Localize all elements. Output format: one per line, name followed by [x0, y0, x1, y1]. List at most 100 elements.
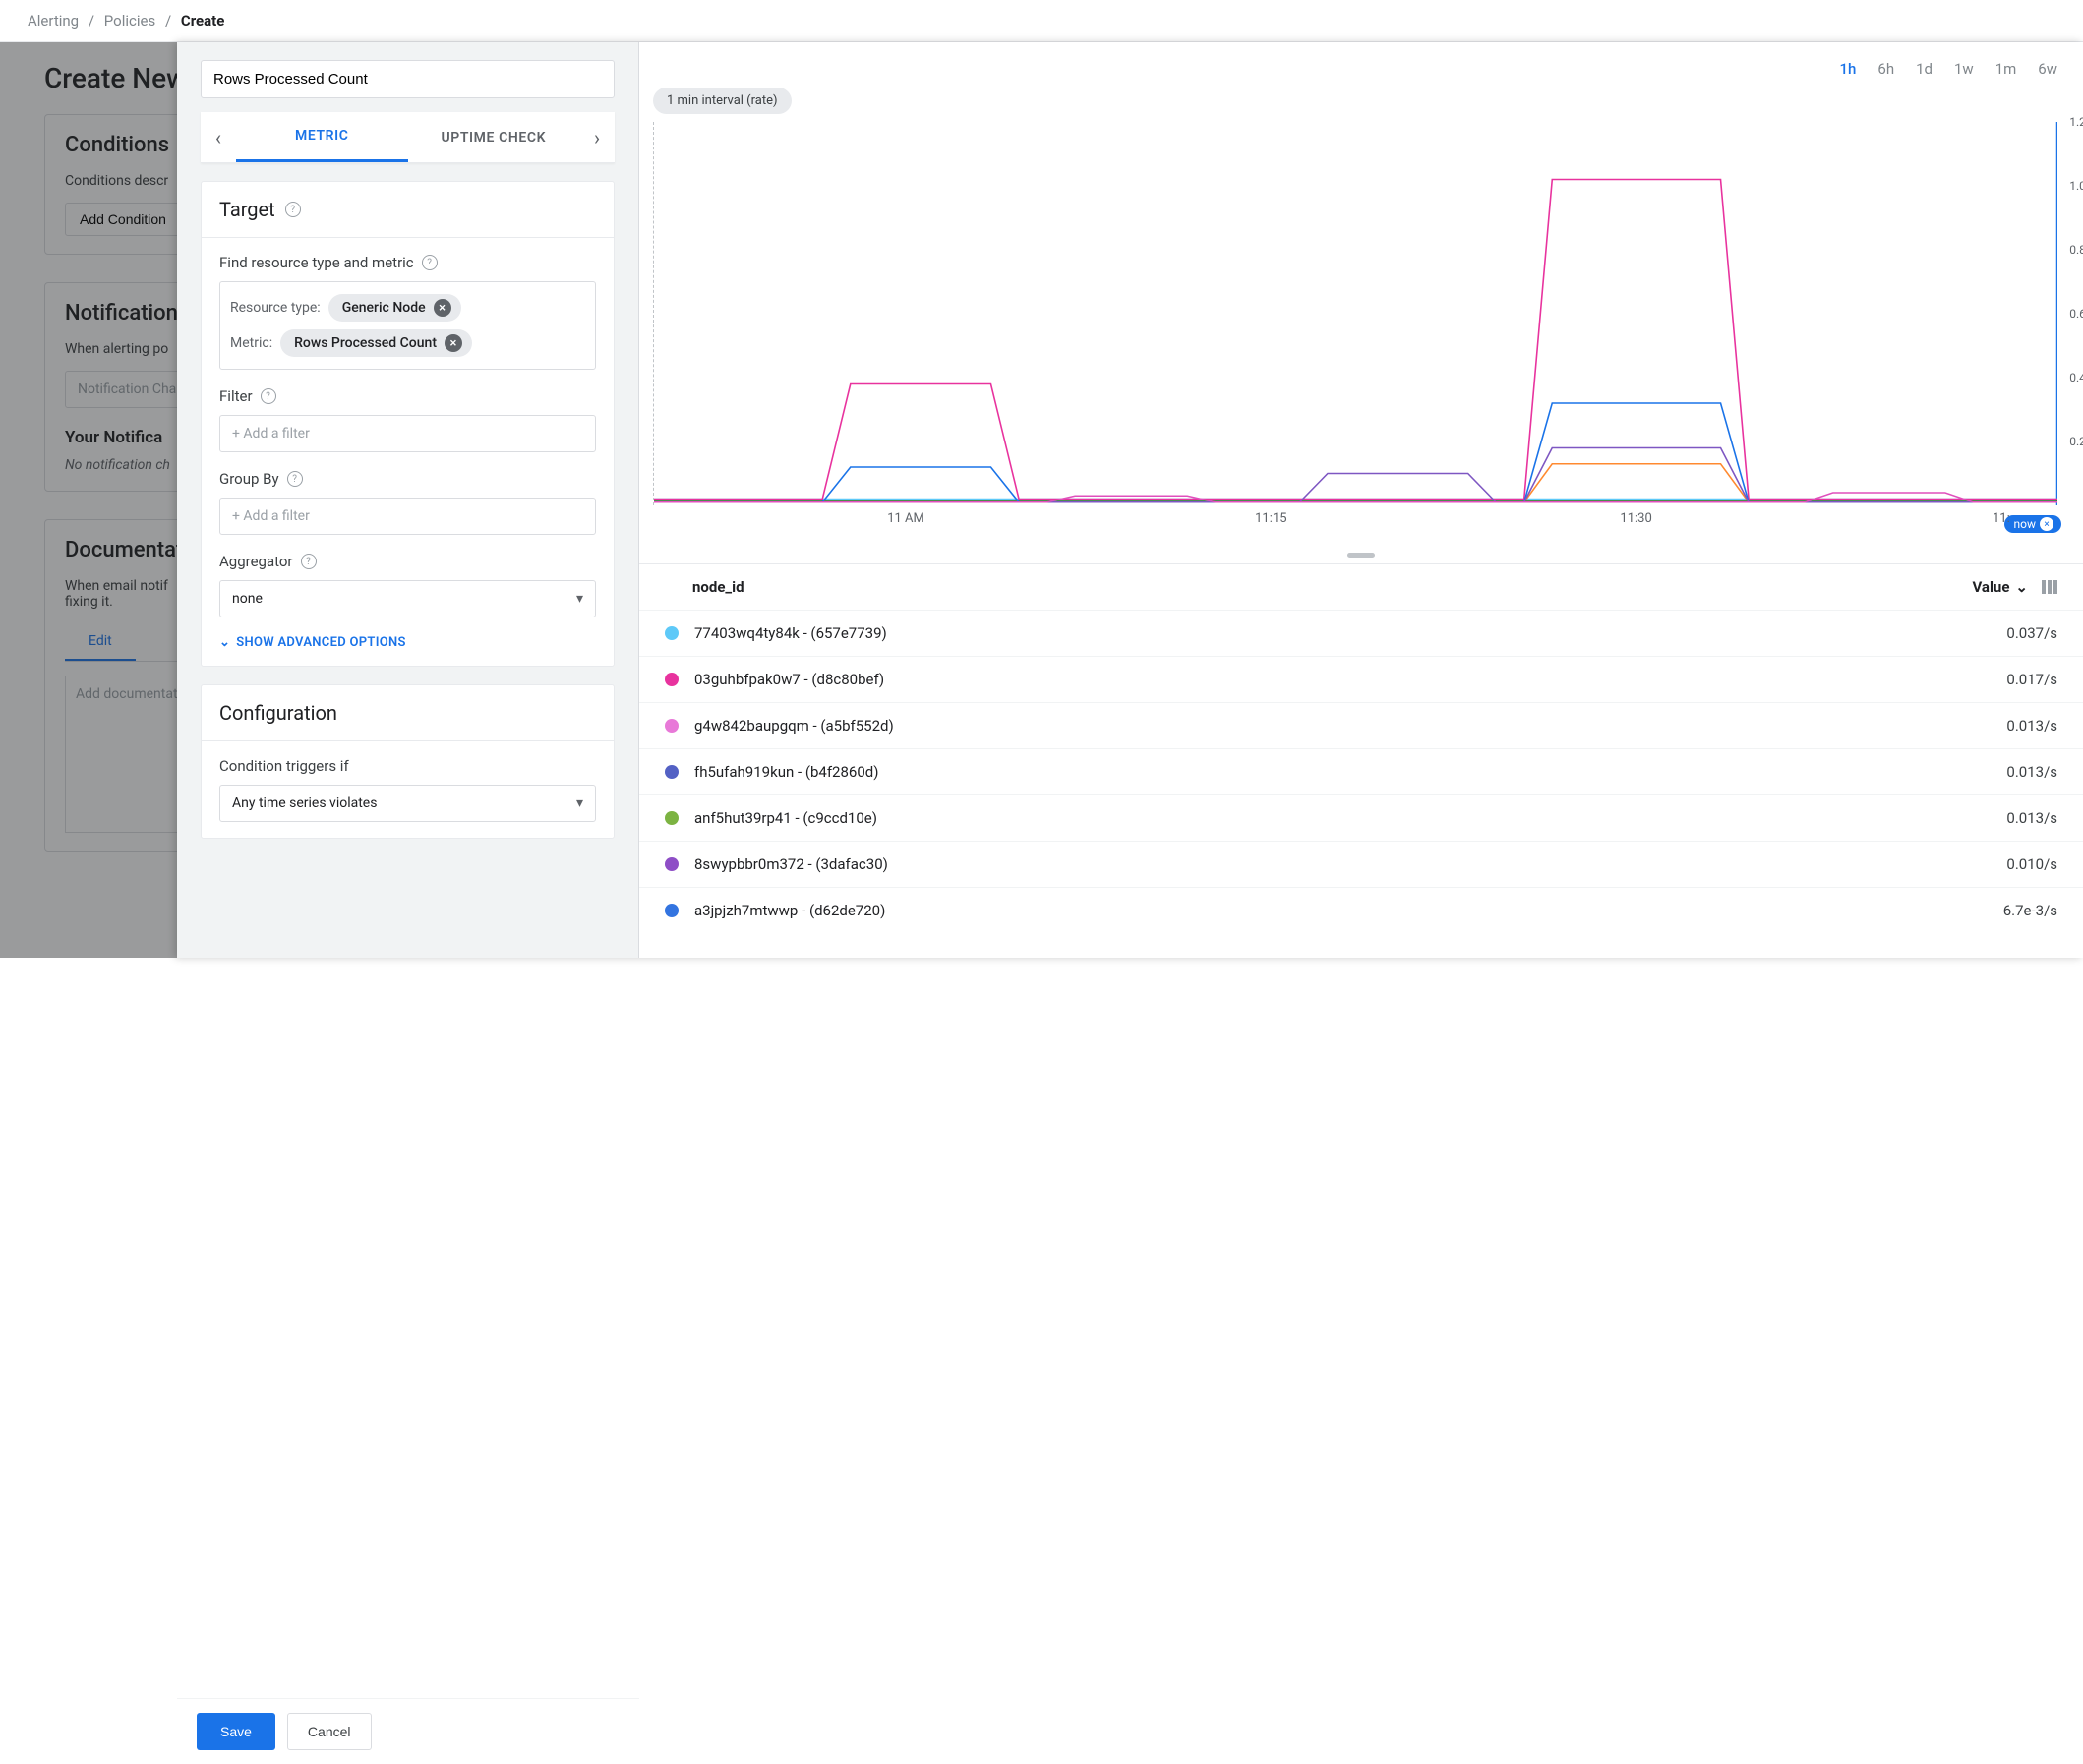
help-icon[interactable]: ? — [285, 202, 301, 217]
chevron-down-icon: ▾ — [576, 591, 583, 607]
series-color-dot — [665, 719, 679, 733]
columns-icon[interactable] — [2042, 580, 2057, 594]
node-value: 0.013/s — [2006, 763, 2057, 781]
legend-row[interactable]: anf5hut39rp41 - (c9ccd10e)0.013/s — [639, 794, 2083, 841]
groupby-input[interactable]: + Add a filter — [219, 498, 596, 535]
y-tick-label: 1.2/s — [2069, 115, 2083, 129]
tab-next-arrow[interactable]: › — [579, 126, 615, 149]
legend-row[interactable]: 03guhbfpak0w7 - (d8c80bef)0.017/s — [639, 656, 2083, 702]
x-tick-label: 11:30 — [1620, 511, 1651, 526]
legend-row[interactable]: 77403wq4ty84k - (657e7739)0.037/s — [639, 610, 2083, 656]
remove-chip-icon[interactable]: × — [445, 334, 462, 352]
filter-input[interactable]: + Add a filter — [219, 415, 596, 452]
node-id: anf5hut39rp41 - (c9ccd10e) — [694, 809, 2006, 827]
series-color-dot — [665, 904, 679, 917]
x-axis-labels: 11 AM 11:15 11:30 11: — [653, 511, 2057, 529]
y-tick-label: 0.8/s — [2069, 243, 2083, 257]
resource-type-chip: Generic Node × — [328, 294, 461, 322]
cancel-button[interactable]: Cancel — [287, 1713, 372, 1750]
target-title: Target — [219, 198, 275, 221]
node-id: 8swypbbr0m372 - (3dafac30) — [694, 855, 2006, 873]
crumb-alerting[interactable]: Alerting — [28, 12, 79, 29]
node-value: 0.013/s — [2006, 809, 2057, 827]
show-advanced-options[interactable]: ⌄ SHOW ADVANCED OPTIONS — [219, 635, 596, 650]
series-color-dot — [665, 626, 679, 640]
chip-text: Generic Node — [342, 300, 426, 316]
configuration-title: Configuration — [219, 701, 337, 725]
panel-form: ‹ METRIC UPTIME CHECK › Target ? Find re… — [177, 42, 639, 958]
legend-row[interactable]: g4w842baupgqm - (a5bf552d)0.013/s — [639, 702, 2083, 748]
legend-col-node[interactable]: node_id — [665, 578, 1972, 596]
node-id: fh5ufah919kun - (b4f2860d) — [694, 763, 2006, 781]
x-tick-label: 11: — [1993, 511, 2010, 526]
aggregator-label: Aggregator — [219, 553, 293, 570]
filter-label: Filter — [219, 387, 253, 405]
help-icon[interactable]: ? — [301, 554, 317, 569]
time-range-6w[interactable]: 6w — [2038, 60, 2057, 78]
series-color-dot — [665, 857, 679, 871]
y-tick-label: 0.4/s — [2069, 371, 2083, 384]
chevron-down-icon: ⌄ — [2015, 578, 2028, 596]
node-value: 0.037/s — [2006, 624, 2057, 642]
groupby-label: Group By — [219, 470, 279, 488]
node-value: 0.013/s — [2006, 717, 2057, 735]
node-value: 6.7e-3/s — [2003, 902, 2057, 919]
interval-pill: 1 min interval (rate) — [653, 88, 792, 114]
find-metric-label: Find resource type and metric — [219, 254, 414, 271]
metric-chart[interactable]: now × 1.2/s1.0/s0.8/s0.6/s0.4/s0.2/s0 — [653, 122, 2057, 505]
advanced-label: SHOW ADVANCED OPTIONS — [236, 635, 406, 650]
legend-row[interactable]: fh5ufah919kun - (b4f2860d)0.013/s — [639, 748, 2083, 794]
trigger-label: Condition triggers if — [219, 757, 349, 775]
y-tick-label: 1.0/s — [2069, 179, 2083, 193]
y-tick-label: 0.2/s — [2069, 435, 2083, 448]
tab-metric[interactable]: METRIC — [236, 112, 408, 162]
save-button[interactable]: Save — [197, 1713, 275, 1750]
target-card: Target ? Find resource type and metric ?… — [201, 181, 615, 667]
node-value: 0.010/s — [2006, 855, 2057, 873]
condition-type-tabs: ‹ METRIC UPTIME CHECK › — [201, 112, 615, 163]
series-color-dot — [665, 673, 679, 686]
legend-row[interactable]: a3jpjzh7mtwwp - (d62de720)6.7e-3/s — [639, 887, 2083, 933]
tab-prev-arrow[interactable]: ‹ — [201, 126, 236, 149]
value-label: Value — [1972, 578, 2009, 596]
select-value: none — [232, 591, 263, 607]
help-icon[interactable]: ? — [287, 471, 303, 487]
breadcrumb: Alerting / Policies / Create — [0, 0, 2083, 42]
legend-row[interactable]: 8swypbbr0m372 - (3dafac30)0.010/s — [639, 841, 2083, 887]
condition-panel: ‹ METRIC UPTIME CHECK › Target ? Find re… — [177, 42, 2083, 958]
time-range-1w[interactable]: 1w — [1954, 60, 1974, 78]
node-id: a3jpjzh7mtwwp - (d62de720) — [694, 902, 2003, 919]
time-range-1m[interactable]: 1m — [1995, 60, 2017, 78]
x-tick-label: 11 AM — [887, 511, 924, 526]
panel-chart: 1h 6h 1d 1w 1m 6w 1 min interval (rate) now ×… — [639, 42, 2083, 958]
node-id: 77403wq4ty84k - (657e7739) — [694, 624, 2006, 642]
crumb-current: Create — [181, 12, 224, 29]
chevron-down-icon: ⌄ — [219, 635, 230, 650]
help-icon[interactable]: ? — [261, 388, 276, 404]
x-tick-label: 11:15 — [1255, 511, 1286, 526]
time-range-1h[interactable]: 1h — [1840, 60, 1857, 78]
tab-uptime-check[interactable]: UPTIME CHECK — [408, 114, 580, 161]
legend-col-value[interactable]: Value ⌄ — [1972, 578, 2028, 596]
drag-handle[interactable] — [1347, 553, 1375, 558]
remove-chip-icon[interactable]: × — [434, 299, 451, 317]
configuration-card: Configuration Condition triggers if Any … — [201, 684, 615, 839]
metric-chip: Rows Processed Count × — [280, 329, 472, 357]
time-range-1d[interactable]: 1d — [1916, 60, 1933, 78]
help-icon[interactable]: ? — [422, 255, 438, 270]
resource-type-label: Resource type: — [230, 300, 321, 316]
crumb-policies[interactable]: Policies — [104, 12, 155, 29]
aggregator-select[interactable]: none ▾ — [219, 580, 596, 617]
select-value: Any time series violates — [232, 795, 377, 811]
chip-text: Rows Processed Count — [294, 335, 437, 351]
trigger-select[interactable]: Any time series violates ▾ — [219, 785, 596, 822]
time-range-6h[interactable]: 6h — [1877, 60, 1894, 78]
time-range-picker: 1h 6h 1d 1w 1m 6w — [639, 42, 2083, 88]
series-color-dot — [665, 765, 679, 779]
metric-selector[interactable]: Resource type: Generic Node × Metric: Ro… — [219, 281, 596, 370]
series-color-dot — [665, 811, 679, 825]
metric-label: Metric: — [230, 335, 272, 351]
chevron-down-icon: ▾ — [576, 795, 583, 811]
condition-name-input[interactable] — [201, 60, 615, 98]
legend-table: node_id Value ⌄ 77403wq4ty84k - (657e773… — [639, 563, 2083, 933]
